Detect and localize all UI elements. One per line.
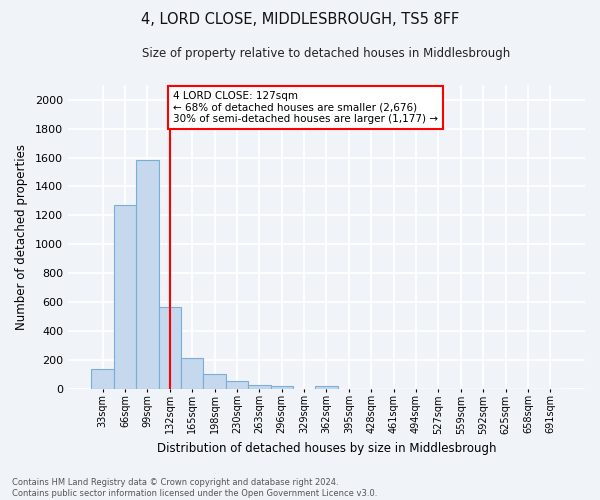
Text: Contains HM Land Registry data © Crown copyright and database right 2024.
Contai: Contains HM Land Registry data © Crown c… [12, 478, 377, 498]
Bar [315, 386, 338, 388]
Bar [91, 369, 114, 388]
Bar [248, 384, 271, 388]
Y-axis label: Number of detached properties: Number of detached properties [15, 144, 28, 330]
Bar [271, 386, 293, 388]
Bar [181, 358, 203, 388]
X-axis label: Distribution of detached houses by size in Middlesbrough: Distribution of detached houses by size … [157, 442, 496, 455]
Title: Size of property relative to detached houses in Middlesbrough: Size of property relative to detached ho… [142, 48, 511, 60]
Bar [158, 306, 181, 388]
Bar [203, 374, 226, 388]
Bar [114, 205, 136, 388]
Bar [136, 160, 158, 388]
Text: 4, LORD CLOSE, MIDDLESBROUGH, TS5 8FF: 4, LORD CLOSE, MIDDLESBROUGH, TS5 8FF [141, 12, 459, 28]
Text: 4 LORD CLOSE: 127sqm
← 68% of detached houses are smaller (2,676)
30% of semi-de: 4 LORD CLOSE: 127sqm ← 68% of detached h… [173, 91, 438, 124]
Bar [226, 382, 248, 388]
